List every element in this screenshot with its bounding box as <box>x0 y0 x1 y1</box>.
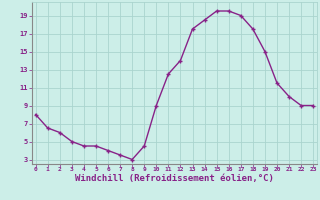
X-axis label: Windchill (Refroidissement éolien,°C): Windchill (Refroidissement éolien,°C) <box>75 174 274 183</box>
